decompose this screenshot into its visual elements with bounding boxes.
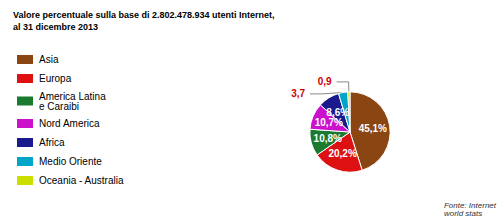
svg-text:world stats: world stats [444, 209, 482, 218]
svg-text:3,7: 3,7 [291, 88, 305, 99]
svg-text:Fonte: Internet: Fonte: Internet [444, 200, 496, 210]
svg-text:Nord America: Nord America [39, 118, 100, 129]
svg-text:Medio Oriente: Medio Oriente [39, 156, 102, 167]
svg-text:al 31 dicembre 2013: al 31 dicembre 2013 [13, 22, 98, 32]
svg-text:America Latina: America Latina [39, 90, 106, 102]
svg-text:Africa: Africa [39, 137, 65, 148]
svg-text:45,1%: 45,1% [359, 123, 387, 134]
svg-text:10,8%: 10,8% [314, 133, 342, 144]
svg-text:Europa: Europa [39, 73, 72, 84]
svg-text:20,2%: 20,2% [328, 148, 356, 159]
svg-text:e Caraibi: e Caraibi [39, 101, 79, 112]
svg-text:Oceania - Australia: Oceania - Australia [39, 175, 124, 186]
svg-text:Asia: Asia [39, 54, 59, 65]
svg-text:Valore percentuale sulla base: Valore percentuale sulla base di 2.802.4… [13, 10, 275, 20]
svg-text:0,9: 0,9 [318, 76, 332, 87]
svg-text:8,6%: 8,6% [326, 107, 349, 118]
svg-text:10,7%: 10,7% [315, 117, 343, 128]
